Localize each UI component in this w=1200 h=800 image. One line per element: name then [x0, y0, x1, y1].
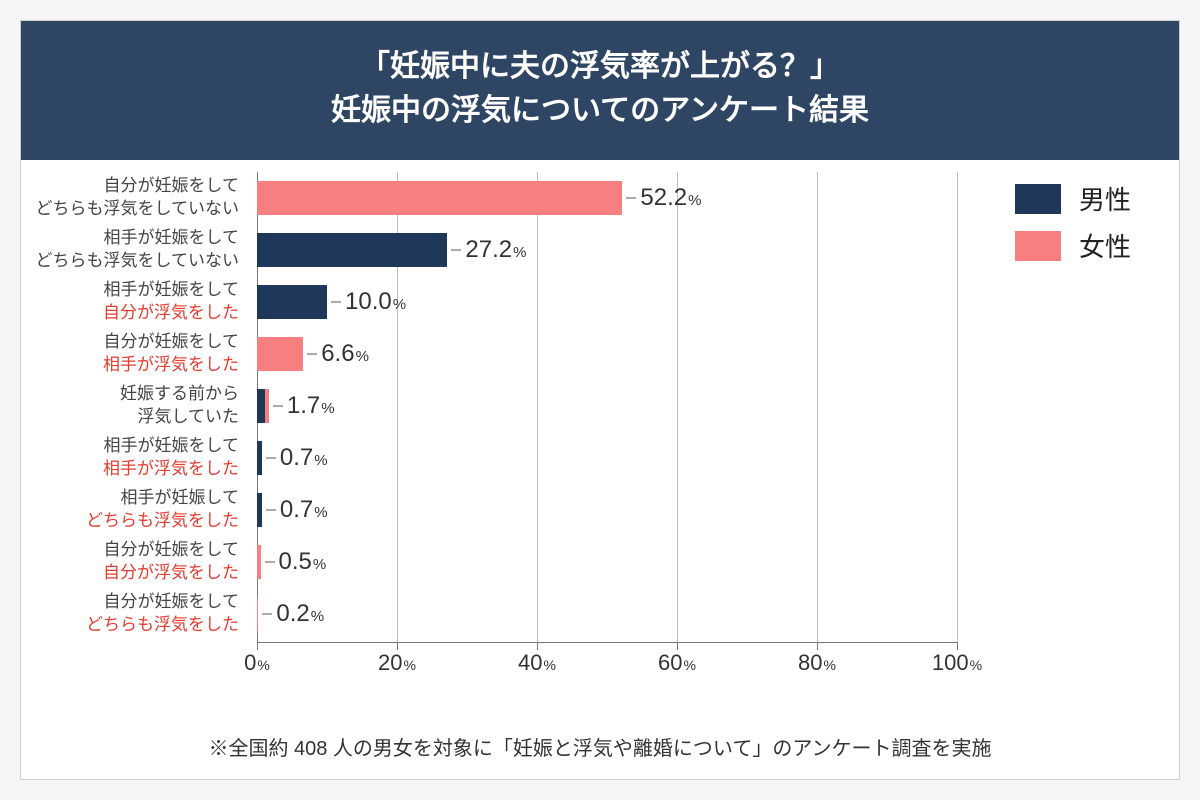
chart-row: 自分が妊娠をして自分が浮気をした 0.5% [21, 536, 1181, 588]
chart-row: 相手が妊娠してどちらも浮気をした 0.7% [21, 484, 1181, 536]
bar-value-label: 1.7% [287, 392, 335, 420]
x-tick-mark [397, 642, 398, 650]
bar-group [257, 597, 258, 631]
bar-value-label: 0.2% [276, 600, 324, 628]
x-tick-mark [537, 642, 538, 650]
x-axis [257, 642, 957, 643]
legend-swatch-male [1015, 184, 1061, 214]
row-label: 自分が妊娠をして自分が浮気をした [19, 539, 249, 585]
bar-segment-male [257, 389, 265, 423]
row-label: 相手が妊娠してどちらも浮気をした [19, 487, 249, 533]
bar-group [257, 441, 262, 475]
bar-value-label: 6.6% [321, 340, 369, 368]
footnote: ※全国約 408 人の男女を対象に「妊娠と浮気や離婚について」のアンケート調査を… [21, 732, 1179, 761]
chart-row: 相手が妊娠をして相手が浮気をした 0.7% [21, 432, 1181, 484]
bar-value-label: 27.2% [465, 236, 526, 264]
bar-group [257, 233, 447, 267]
bar-group [257, 285, 327, 319]
legend-label-male: 男性 [1079, 180, 1131, 217]
bar-segment-female [257, 597, 258, 631]
x-tick-mark [957, 642, 958, 650]
chart-row: 自分が妊娠をして相手が浮気をした 6.6% [21, 328, 1181, 380]
value-leader-tick [262, 614, 272, 615]
bar-value-label: 0.7% [280, 444, 328, 472]
bar-group [257, 337, 303, 371]
row-label: 相手が妊娠をして相手が浮気をした [19, 435, 249, 481]
x-tick-label: 80% [798, 650, 836, 676]
bar-value-label: 0.5% [279, 548, 327, 576]
bar-segment-male [257, 441, 262, 475]
x-tick-label: 100% [932, 650, 982, 676]
row-label: 自分が妊娠をしてどちらも浮気をしていない [19, 175, 249, 221]
x-tick-mark [257, 642, 258, 650]
title-line-1: 「妊娠中に夫の浮気率が上がる？」 [360, 50, 840, 83]
bar-segment-female [257, 181, 622, 215]
legend-label-female: 女性 [1079, 227, 1131, 264]
legend: 男性 女性 [1015, 180, 1131, 274]
value-leader-tick [626, 198, 636, 199]
value-leader-tick [273, 406, 283, 407]
bar-value-label: 0.7% [280, 496, 328, 524]
row-label: 自分が妊娠をして相手が浮気をした [19, 331, 249, 377]
row-label: 自分が妊娠をしてどちらも浮気をした [19, 591, 249, 637]
bar-segment-male [257, 285, 327, 319]
value-leader-tick [307, 354, 317, 355]
value-leader-tick [266, 510, 276, 511]
chart-row: 相手が妊娠をしてどちらも浮気をしていない 27.2% [21, 224, 1181, 276]
bar-group [257, 181, 622, 215]
x-tick-label: 20% [378, 650, 416, 676]
bar-group [257, 493, 262, 527]
chart-row: 自分が妊娠をしてどちらも浮気をしていない 52.2% [21, 172, 1181, 224]
chart-title: 「妊娠中に夫の浮気率が上がる？」 妊娠中の浮気についてのアンケート結果 [21, 21, 1179, 160]
chart-row: 妊娠する前から浮気していた 1.7% [21, 380, 1181, 432]
bar-group [257, 389, 269, 423]
bar-value-label: 52.2% [640, 184, 701, 212]
chart-area: 0% 20% 40% 60% 80% 100% 自分が妊娠をしてどちらも浮気をしていない 5… [21, 160, 1181, 720]
value-leader-tick [451, 250, 461, 251]
bar-group [257, 545, 261, 579]
title-line-2: 妊娠中の浮気についてのアンケート結果 [331, 94, 869, 127]
bar-segment-male [257, 493, 262, 527]
chart-card: 「妊娠中に夫の浮気率が上がる？」 妊娠中の浮気についてのアンケート結果 0% 20… [20, 20, 1180, 780]
chart-row: 相手が妊娠をして自分が浮気をした 10.0% [21, 276, 1181, 328]
bar-value-label: 10.0% [345, 288, 406, 316]
value-leader-tick [265, 562, 275, 563]
x-tick-mark [677, 642, 678, 650]
bar-segment-female [257, 337, 303, 371]
row-label: 妊娠する前から浮気していた [19, 383, 249, 429]
value-leader-tick [331, 302, 341, 303]
x-tick-label: 60% [658, 650, 696, 676]
legend-item-female: 女性 [1015, 227, 1131, 264]
row-label: 相手が妊娠をしてどちらも浮気をしていない [19, 227, 249, 273]
row-label: 相手が妊娠をして自分が浮気をした [19, 279, 249, 325]
bar-segment-male [257, 233, 447, 267]
legend-swatch-female [1015, 231, 1061, 261]
x-tick-mark [817, 642, 818, 650]
bar-segment-female [265, 389, 269, 423]
value-leader-tick [266, 458, 276, 459]
legend-item-male: 男性 [1015, 180, 1131, 217]
bar-segment-female [257, 545, 261, 579]
bar-rows: 自分が妊娠をしてどちらも浮気をしていない 52.2% 相手が妊娠をしてどちらも浮気を… [21, 172, 1181, 640]
x-tick-label: 0% [244, 650, 270, 676]
chart-row: 自分が妊娠をしてどちらも浮気をした 0.2% [21, 588, 1181, 640]
x-tick-label: 40% [518, 650, 556, 676]
